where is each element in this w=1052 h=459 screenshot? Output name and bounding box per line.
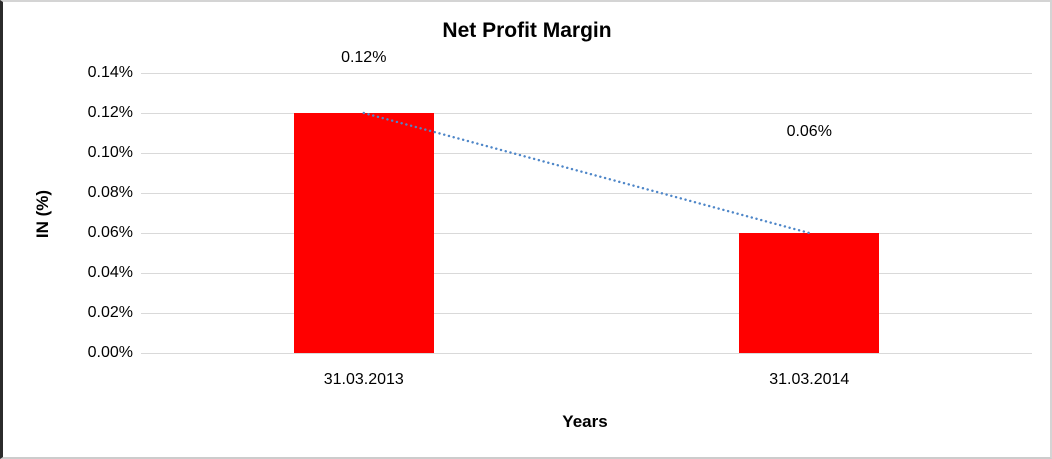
y-axis-tick-label: 0.14% — [87, 64, 133, 81]
y-axis-tick-label: 0.06% — [87, 224, 133, 241]
y-axis-tick-label: 0.08% — [87, 184, 133, 201]
gridline — [141, 153, 1032, 154]
trendline — [362, 111, 811, 235]
y-axis-tick-label: 0.02% — [87, 304, 133, 321]
gridline — [141, 353, 1032, 354]
y-axis-tick-label: 0.12% — [87, 104, 133, 121]
plot-area — [141, 73, 1032, 354]
y-axis-title: IN (%) — [33, 189, 52, 239]
y-axis-tick-label: 0.04% — [87, 264, 133, 281]
x-axis-category-label: 31.03.2013 — [323, 371, 404, 388]
bar-31.03.2014 — [739, 233, 880, 353]
bar-31.03.2013 — [293, 113, 434, 353]
gridline — [141, 313, 1032, 314]
x-axis-title: Years — [562, 412, 608, 431]
chart-title: Net Profit Margin — [442, 19, 612, 42]
gridline — [141, 73, 1032, 74]
gridline — [141, 193, 1032, 194]
gridline — [141, 273, 1032, 274]
x-axis-category-label: 31.03.2014 — [769, 371, 850, 388]
data-label: 0.12% — [341, 49, 387, 66]
data-label: 0.06% — [786, 123, 832, 140]
gridline — [141, 233, 1032, 234]
gridline — [141, 113, 1032, 114]
y-axis-tick-label: 0.00% — [87, 344, 133, 361]
y-axis-tick-label: 0.10% — [87, 144, 133, 161]
